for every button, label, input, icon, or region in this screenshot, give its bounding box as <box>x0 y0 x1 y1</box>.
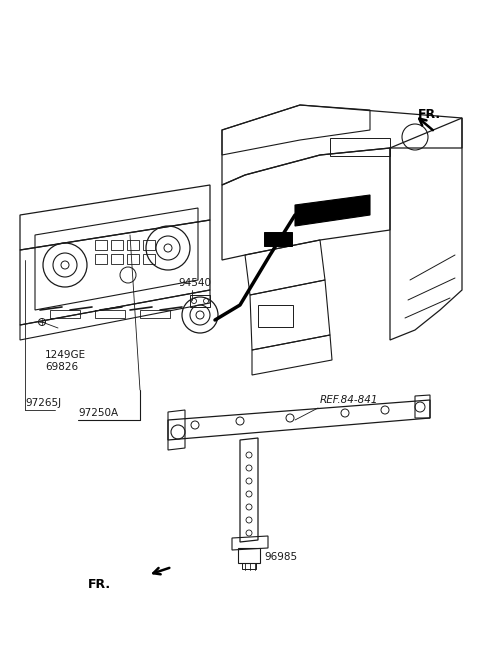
Bar <box>140 310 170 318</box>
Text: 97265J: 97265J <box>25 398 61 408</box>
Bar <box>111 240 123 250</box>
Bar <box>95 310 125 318</box>
Bar <box>190 295 210 307</box>
Bar <box>50 310 80 318</box>
Bar <box>95 254 107 264</box>
Text: 96985: 96985 <box>264 552 297 562</box>
Bar <box>264 232 292 246</box>
Bar <box>330 138 390 156</box>
Text: 69826: 69826 <box>45 362 78 372</box>
Bar <box>127 240 139 250</box>
Text: FR.: FR. <box>418 108 441 121</box>
Bar <box>111 254 123 264</box>
Bar <box>242 563 256 569</box>
Text: 97250A: 97250A <box>78 408 118 418</box>
Bar <box>238 548 260 563</box>
Text: 94540: 94540 <box>178 278 211 288</box>
Bar <box>143 254 155 264</box>
Text: FR.: FR. <box>88 578 111 591</box>
Bar <box>95 240 107 250</box>
Text: 1249GE: 1249GE <box>45 350 86 360</box>
Text: REF.84-841: REF.84-841 <box>320 395 379 405</box>
Polygon shape <box>295 195 370 226</box>
Bar <box>127 254 139 264</box>
Bar <box>258 305 293 327</box>
Bar <box>143 240 155 250</box>
